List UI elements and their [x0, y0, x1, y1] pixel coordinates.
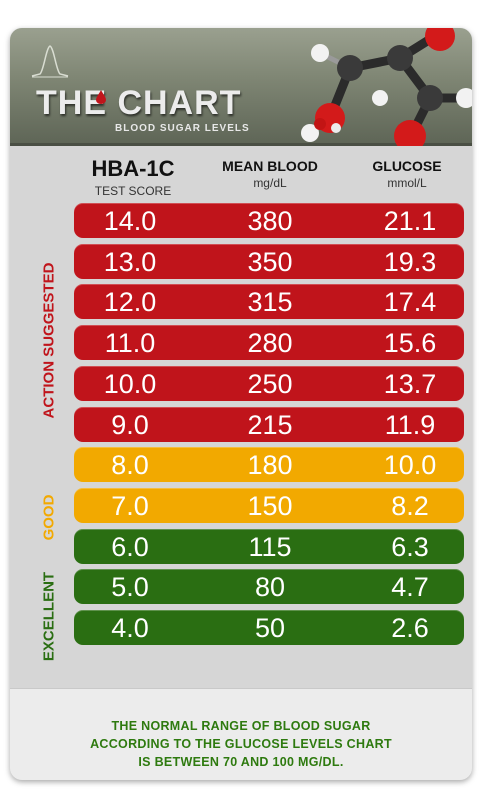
category-label-excellent: EXCELLENT	[40, 571, 58, 662]
column-subtitle: mmol/L	[387, 176, 427, 190]
table-row: 13.0 350 19.3	[74, 243, 464, 279]
hba1c-value: 5.0	[111, 572, 149, 603]
chart-subtitle: BLOOD SUGAR LEVELS	[115, 123, 250, 134]
hba1c-value: 7.0	[111, 490, 149, 521]
table-row: 4.0 50 2.6	[74, 610, 464, 645]
table-row: 9.0 215 11.9	[74, 406, 464, 442]
mean-blood-value: 80	[254, 572, 286, 603]
hba1c-value: 4.0	[111, 613, 149, 643]
mean-blood-value: 250	[247, 368, 293, 399]
chart-title: THE CHART	[36, 84, 242, 122]
glucose-value: 8.2	[391, 490, 429, 521]
table-row: 7.0 150 8.2	[74, 487, 464, 523]
hba1c-value: 14.0	[103, 206, 157, 236]
mean-blood-value: 115	[248, 531, 292, 562]
column-header-hba1c: HBA-1C TEST SCORE	[78, 156, 188, 198]
blood-drop-icon	[96, 90, 106, 104]
mean-blood-value: 280	[247, 328, 293, 359]
table-row: 10.0 250 13.7	[74, 365, 464, 401]
hba1c-value: 8.0	[111, 450, 149, 481]
category-label-good: GOOD	[40, 494, 58, 541]
hba1c-value: 12.0	[103, 287, 157, 318]
logo-icon	[31, 45, 69, 78]
table-row: 11.0 280 15.6	[74, 325, 464, 361]
hba1c-value: 6.0	[111, 531, 149, 562]
column-subtitle: mg/dL	[253, 176, 287, 190]
glucose-value: 21.1	[383, 206, 437, 236]
footer-note: THE NORMAL RANGE OF BLOOD SUGAR ACCORDIN…	[10, 688, 472, 780]
header-banner: THE CHART BLOOD SUGAR LEVELS	[10, 28, 472, 146]
glucose-value: 15.6	[383, 328, 437, 359]
mean-blood-value: 315	[247, 287, 293, 318]
column-title: MEAN BLOOD	[222, 158, 318, 174]
mean-blood-value: 50	[254, 613, 286, 643]
footer-line: ACCORDING TO THE GLUCOSE LEVELS CHART	[90, 737, 392, 751]
hba1c-value: 11.0	[104, 328, 156, 359]
chart-card: THE CHART BLOOD SUGAR LEVELS HBA-1C TEST…	[10, 28, 472, 780]
footer-text: THE NORMAL RANGE OF BLOOD SUGAR ACCORDIN…	[30, 717, 452, 771]
glucose-value: 2.6	[391, 613, 429, 643]
mean-blood-value: 180	[247, 450, 293, 481]
category-label-action-suggested: ACTION SUGGESTED	[40, 262, 58, 419]
glucose-value: 6.3	[391, 531, 429, 562]
table-row: 14.0 380 21.1	[74, 203, 464, 238]
table-row: 12.0 315 17.4	[74, 284, 464, 320]
glucose-value: 10.0	[383, 450, 437, 481]
mean-blood-value: 150	[247, 490, 293, 521]
glucose-value: 19.3	[383, 246, 437, 277]
hba1c-value: 13.0	[103, 246, 157, 277]
table-row: 8.0 180 10.0	[74, 447, 464, 483]
molecule-graphic-icon	[301, 28, 472, 146]
glucose-value: 11.9	[384, 409, 436, 440]
hba1c-value: 10.0	[103, 368, 157, 399]
hba1c-value: 9.0	[111, 409, 149, 440]
mean-blood-value: 215	[247, 409, 293, 440]
mean-blood-value: 350	[247, 246, 293, 277]
glucose-value: 17.4	[383, 287, 437, 318]
column-title: GLUCOSE	[372, 158, 442, 174]
glucose-value: 4.7	[391, 572, 429, 603]
column-title: HBA-1C	[91, 156, 175, 181]
column-subtitle: TEST SCORE	[94, 184, 172, 198]
column-header-mean-blood: MEAN BLOOD mg/dL	[205, 158, 335, 190]
column-header-glucose: GLUCOSE mmol/L	[352, 158, 462, 190]
mean-blood-value: 380	[247, 206, 293, 236]
footer-line: IS BETWEEN 70 AND 100 MG/DL.	[138, 755, 344, 769]
footer-line: THE NORMAL RANGE OF BLOOD SUGAR	[111, 719, 371, 733]
table-row: 6.0 115 6.3	[74, 528, 464, 564]
table-row: 5.0 80 4.7	[74, 569, 464, 605]
glucose-value: 13.7	[383, 368, 437, 399]
